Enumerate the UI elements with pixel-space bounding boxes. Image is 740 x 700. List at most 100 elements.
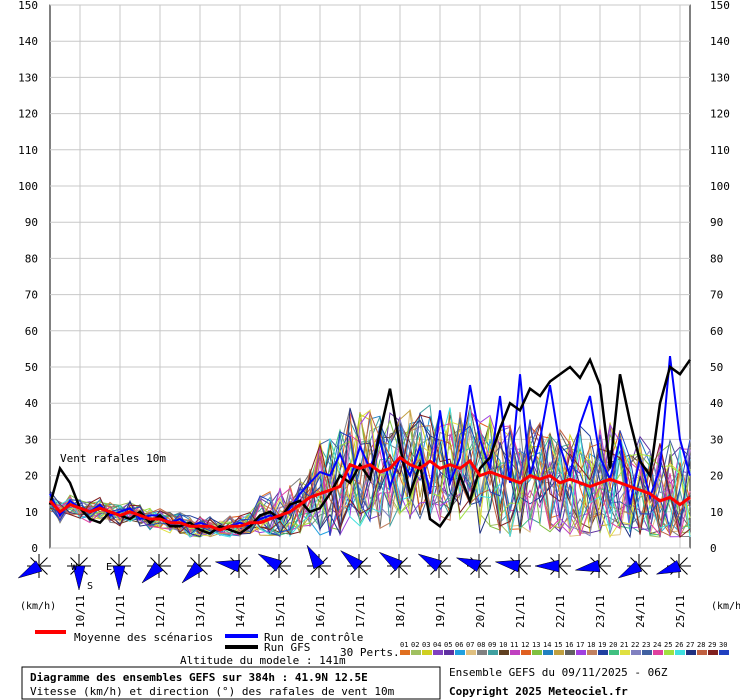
wind-rose-spoke	[438, 557, 448, 567]
perturbation-id: 18	[587, 641, 595, 649]
x-tick-label: 14/11	[234, 595, 247, 628]
perturbation-swatch	[620, 650, 630, 655]
chart-grid	[49, 4, 691, 549]
y-tick-label-right: 10	[710, 506, 723, 519]
y-tick-label-left: 40	[25, 397, 38, 410]
perturbation-swatch	[400, 650, 410, 655]
direction-east-label: E	[106, 562, 112, 573]
perturbation-swatch	[686, 650, 696, 655]
y-tick-label-left: 20	[25, 470, 38, 483]
perturbation-swatch	[510, 650, 520, 655]
x-tick-label: 13/11	[194, 595, 207, 628]
y-tick-label-left: 110	[18, 144, 38, 157]
perturbation-legend: 01 02 03 04 05 06 07 08 09 10 11 12 13 14 15 16 17 18 19 20…	[400, 641, 729, 655]
x-tick-label: 16/11	[314, 595, 327, 628]
wind-rose-spoke	[598, 565, 608, 575]
y-tick-label-right: 100	[710, 180, 730, 193]
perturbation-swatch	[543, 650, 553, 655]
wind-rose	[379, 552, 411, 578]
wind-rose-spoke	[638, 557, 648, 567]
y-tick-label-left: 60	[25, 325, 38, 338]
altitude-label: Altitude du modele : 141m	[180, 654, 346, 667]
wind-direction-arrow	[575, 559, 601, 573]
perturbation-id: 23	[642, 641, 650, 649]
title-box	[21, 666, 441, 700]
wind-direction-arrow	[340, 550, 364, 572]
wind-rose-spoke	[278, 565, 288, 575]
perturbation-id: 26	[675, 641, 683, 649]
wind-direction-arrow	[534, 559, 560, 573]
perturbation-id: 12	[521, 641, 529, 649]
wind-rose-spoke	[70, 557, 80, 567]
x-tick-label: 24/11	[634, 595, 647, 628]
wind-rose-spoke	[678, 565, 688, 575]
x-tick-label: 15/11	[274, 595, 287, 628]
chart-title: Diagramme des ensembles GEFS sur 384h : …	[30, 671, 368, 684]
wind-rose-spoke	[198, 557, 208, 567]
perturbation-line	[49, 410, 691, 536]
perturbation-id: 21	[620, 641, 628, 649]
y-tick-label-left: 90	[25, 216, 38, 229]
wind-rose	[495, 554, 531, 578]
wind-rose	[215, 554, 251, 578]
perturbation-id: 28	[697, 641, 705, 649]
y-tick-label-left: 80	[25, 252, 38, 265]
perturbation-id: 27	[686, 641, 694, 649]
wind-rose-spoke	[118, 557, 128, 567]
legend-label-mean: Moyenne des scénarios	[74, 631, 213, 644]
series-line	[48, 455, 691, 532]
y-tick-label-left: 100	[18, 180, 38, 193]
wind-direction-row	[18, 545, 691, 591]
y-axis-ticks: 0 0 10 10 20 20 30 30 40 40 50 50 60 60 70 70 80 80 90 90 10…	[18, 0, 730, 555]
x-tick-label: 25/11	[674, 595, 687, 628]
wind-direction-arrow	[618, 560, 643, 579]
wind-rose	[534, 554, 571, 578]
wind-rose	[67, 554, 91, 591]
perturbation-line	[49, 417, 691, 534]
wind-rose	[181, 554, 211, 584]
perturbation-swatch	[455, 650, 465, 655]
x-tick-label: 18/11	[394, 595, 407, 628]
wind-rose	[258, 553, 291, 578]
perturbation-swatch	[422, 650, 432, 655]
perturbation-id: 02	[411, 641, 419, 649]
y-tick-label-right: 0	[710, 542, 717, 555]
perturbation-id: 14	[543, 641, 551, 649]
perturbation-swatch	[664, 650, 674, 655]
direction-south-label: S	[87, 581, 93, 592]
perturbation-swatch	[433, 650, 443, 655]
wind-direction-arrow	[141, 561, 164, 584]
wind-rose-spoke	[398, 557, 408, 567]
y-tick-label-left: 120	[18, 108, 38, 121]
y-tick-label-right: 150	[710, 0, 730, 12]
y-tick-label-left: 30	[25, 433, 38, 446]
copyright: Copyright 2025 Meteociel.fr	[449, 685, 628, 698]
perturbation-line	[49, 408, 691, 538]
y-tick-label-right: 60	[710, 325, 723, 338]
x-tick-label: 19/11	[434, 595, 447, 628]
wind-rose-spoke	[558, 557, 568, 567]
series-line	[49, 355, 691, 531]
legend: Moyenne des scénarios Run de contrôle Ru…	[35, 630, 363, 654]
perturbation-id: 13	[532, 641, 540, 649]
y-tick-label-right: 120	[710, 108, 730, 121]
y-tick-label-right: 20	[710, 470, 723, 483]
wind-direction-arrow	[656, 559, 682, 575]
wind-rose	[456, 554, 491, 578]
perturbation-swatch	[444, 650, 454, 655]
perturbation-id: 19	[598, 641, 606, 649]
x-tick-label: 17/11	[354, 595, 367, 628]
y-tick-label-left: 130	[18, 71, 38, 84]
perturbation-swatch	[708, 650, 718, 655]
wind-rose	[18, 554, 51, 579]
perturbation-swatch	[653, 650, 663, 655]
x-tick-label: 10/11	[74, 595, 87, 628]
y-tick-label-right: 30	[710, 433, 723, 446]
wind-rose	[575, 554, 611, 578]
y-tick-label-left: 50	[25, 361, 38, 374]
perturbation-id: 11	[510, 641, 518, 649]
x-tick-label: 12/11	[154, 595, 167, 628]
perturbation-line	[49, 409, 691, 539]
run-label: Ensemble GEFS du 09/11/2025 - 06Z	[449, 666, 668, 679]
